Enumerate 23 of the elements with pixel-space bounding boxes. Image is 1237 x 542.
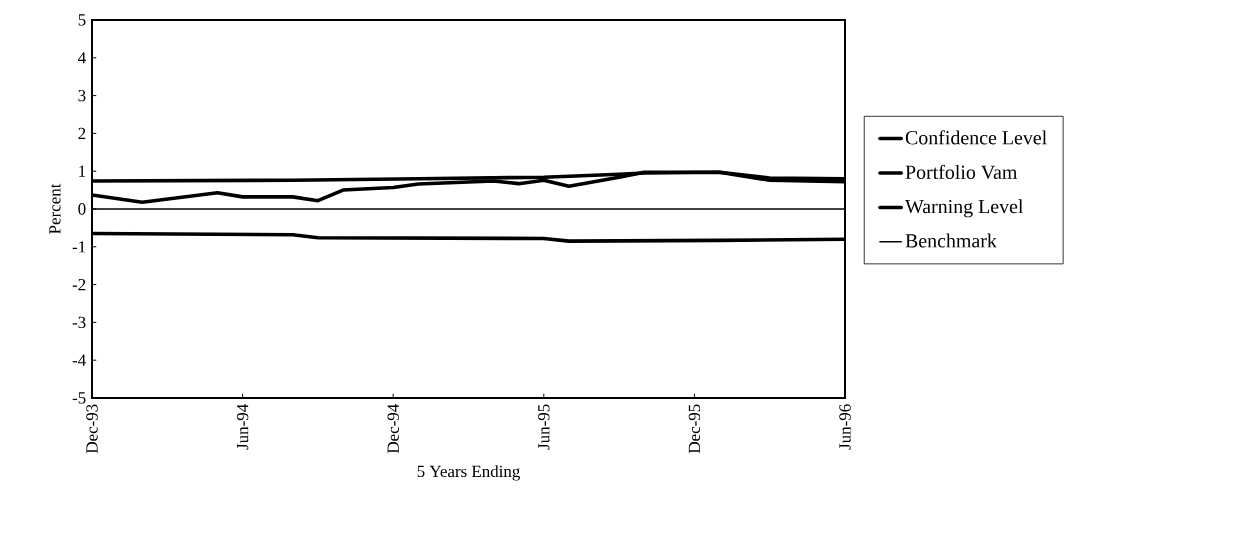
y-tick-label: -3 — [72, 316, 86, 329]
y-tick-label: 2 — [78, 127, 86, 139]
x-tick-label: Jun-95 — [538, 404, 550, 450]
y-tick-label: 3 — [78, 89, 86, 102]
x-tick-label: Dec-94 — [387, 404, 399, 454]
x-tick-label: Jun-94 — [236, 404, 249, 450]
y-tick-label: -2 — [72, 278, 86, 291]
legend-label: Benchmark — [905, 233, 997, 248]
y-tick-label: -5 — [72, 392, 86, 404]
x-tick-label: Jun-96 — [839, 404, 851, 450]
y-tick-label: -4 — [72, 354, 86, 366]
x-tick-label: Dec-93 — [86, 404, 98, 454]
legend-label: Portfolio Vam — [905, 164, 1018, 180]
x-tick-label: Dec-95 — [688, 404, 701, 454]
legend-label: Warning Level — [905, 199, 1024, 218]
legend-label: Confidence Level — [905, 130, 1047, 145]
y-tick-label: 4 — [78, 52, 86, 64]
y-tick-label: 5 — [78, 14, 86, 26]
x-axis-title: 5 Years Ending — [417, 465, 520, 481]
y-tick-label: 1 — [79, 165, 86, 177]
y-tick-label: 0 — [78, 203, 86, 215]
y-tick-label: -1 — [72, 241, 86, 253]
y-axis-title: Percent — [49, 183, 61, 234]
